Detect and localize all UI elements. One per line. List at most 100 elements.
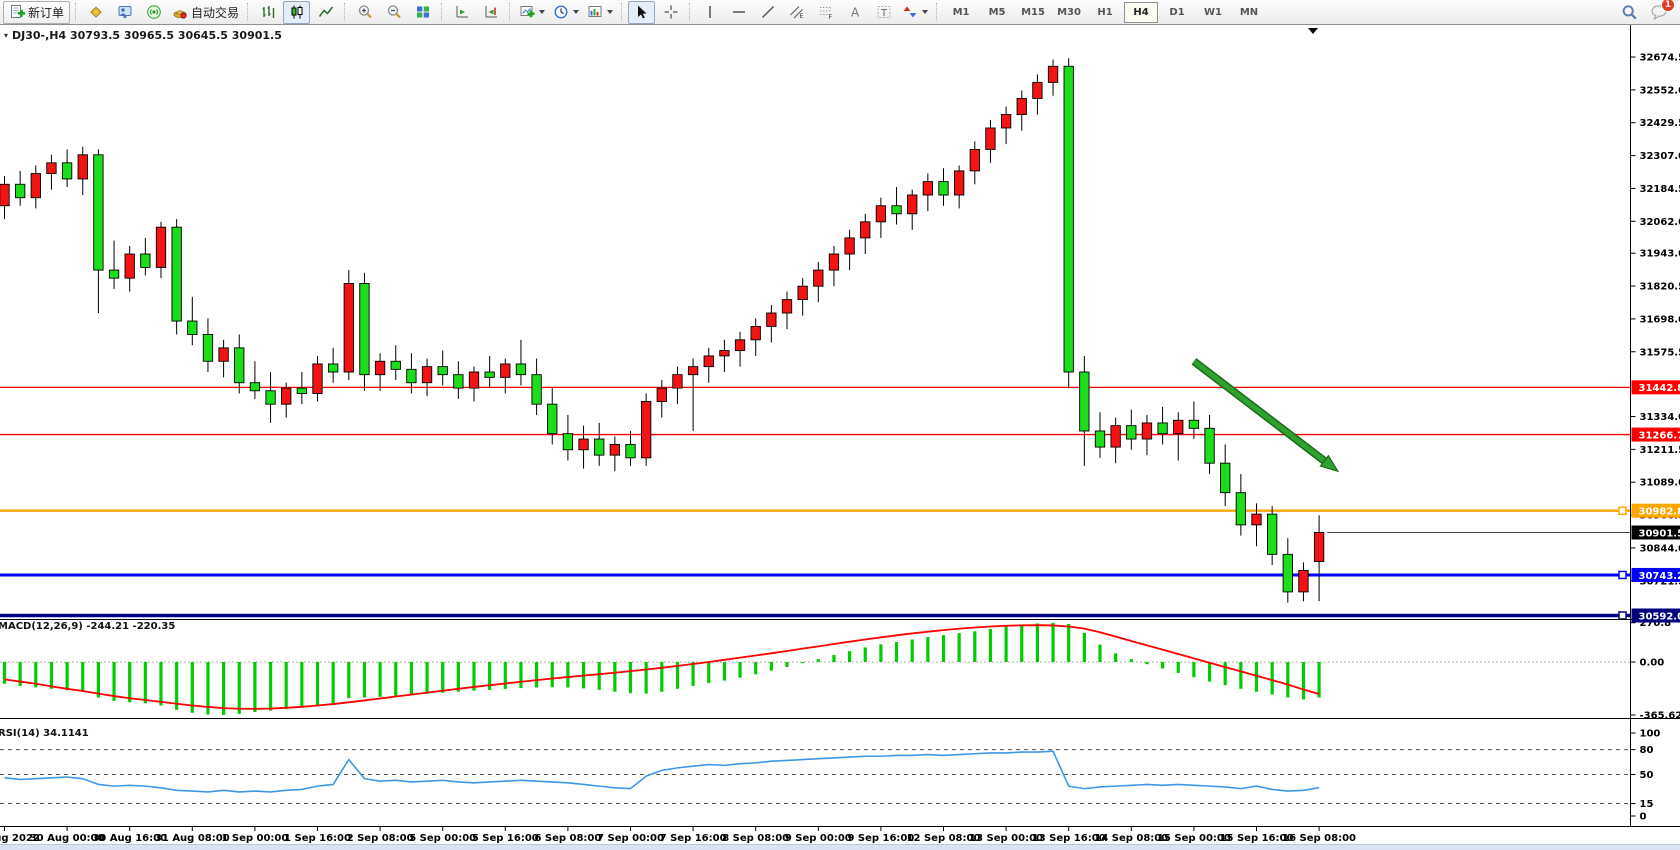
toolbar-separator [247, 3, 249, 21]
candle-body [751, 326, 760, 339]
candle-body [375, 361, 384, 374]
toolbar-separator [509, 3, 511, 21]
timeframe-m1[interactable]: M1 [944, 2, 978, 23]
scripts-button[interactable] [82, 1, 109, 24]
tile-windows-button[interactable] [409, 1, 436, 24]
candle-body [313, 364, 322, 393]
signals-button[interactable] [140, 1, 167, 24]
candle-body [720, 351, 729, 356]
zoom-out-button[interactable] [380, 1, 407, 24]
zoom-in-button[interactable] [351, 1, 378, 24]
indicators-button[interactable] [516, 1, 548, 24]
candle-body [203, 334, 212, 361]
candle-body [548, 404, 557, 433]
new-order-button[interactable]: 新订单 [3, 1, 70, 24]
notifications-button[interactable]: 1 [1645, 1, 1672, 24]
candle-body [516, 364, 525, 375]
monitor-icon [117, 4, 133, 20]
candle-body [266, 391, 275, 404]
auto-scroll-button[interactable] [448, 1, 475, 24]
candle-body [1236, 493, 1245, 525]
candle-body [704, 356, 713, 367]
candle-body [235, 348, 244, 383]
fibonacci-icon: F [818, 4, 834, 20]
autotrading-button[interactable]: 自动交易 [169, 1, 242, 24]
price-tick-label: 32184.5 [1640, 184, 1680, 195]
vertical-line-tool[interactable] [696, 1, 723, 24]
candle-body [78, 155, 87, 179]
candle-body [970, 149, 979, 170]
timeframe-mn[interactable]: MN [1232, 2, 1266, 23]
candle-body [673, 375, 682, 388]
crosshair-tool-button[interactable] [657, 1, 684, 24]
notification-badge: 1 [1661, 0, 1675, 12]
candle-body [344, 284, 353, 372]
candle-body [31, 174, 40, 198]
candle-body [250, 383, 259, 391]
candle-body [1095, 431, 1104, 447]
toolbar-separator [344, 3, 346, 21]
rsi-tick-label: 80 [1640, 745, 1654, 756]
candle-body [328, 364, 337, 372]
text-label-tool[interactable]: T [870, 1, 897, 24]
arrows-icon [902, 4, 918, 20]
hline-handle[interactable] [1619, 507, 1626, 514]
candle-body [1174, 420, 1183, 433]
text-tool[interactable]: A [841, 1, 868, 24]
candle-body [1048, 66, 1057, 82]
time-tick-label: 7 Sep 16:00 [660, 833, 727, 844]
rsi-line [5, 751, 1320, 792]
channel-tool[interactable]: E [783, 1, 810, 24]
candle-body [641, 401, 650, 457]
window-bottom-strip [0, 844, 1680, 850]
hline-handle[interactable] [1619, 571, 1626, 578]
line-chart-mode-button[interactable] [312, 1, 339, 24]
toolbar-separator [689, 3, 691, 21]
candle-body [282, 388, 291, 404]
candle-body [688, 367, 697, 375]
vertical-line-icon [702, 4, 718, 20]
toolbar-separator [75, 3, 77, 21]
fibonacci-tool[interactable]: F [812, 1, 839, 24]
chart-shift-marker[interactable] [1308, 28, 1318, 34]
market-watch-button[interactable] [111, 1, 138, 24]
arrows-tool[interactable] [899, 1, 931, 24]
price-badge-label: 31442.8 [1639, 383, 1680, 394]
candlestick-mode-button[interactable] [283, 1, 310, 24]
timeframe-w1[interactable]: W1 [1196, 2, 1230, 23]
template-icon [587, 4, 603, 20]
collapse-triangle-icon[interactable]: ▾ [4, 31, 8, 40]
chart-shift-button[interactable] [477, 1, 504, 24]
time-tick-label: 9 Sep 16:00 [847, 833, 914, 844]
new-order-label: 新订单 [28, 4, 64, 21]
timeframe-h4[interactable]: H4 [1124, 2, 1158, 23]
autotrading-label: 自动交易 [191, 4, 239, 21]
candle-body [814, 270, 823, 286]
timeframe-m5[interactable]: M5 [980, 2, 1014, 23]
candle-body [438, 367, 447, 375]
dropdown-caret [607, 10, 613, 14]
timeframe-m15[interactable]: M15 [1016, 2, 1050, 23]
periods-button[interactable] [550, 1, 582, 24]
toolbar-separator [936, 3, 938, 21]
candle-body [563, 434, 572, 450]
bar-chart-mode-button[interactable] [254, 1, 281, 24]
toolbar-separator [441, 3, 443, 21]
add-indicator-icon [519, 4, 535, 20]
price-tick-label: 32674.5 [1640, 53, 1680, 64]
cursor-tool-button[interactable] [628, 1, 655, 24]
trendline-tool[interactable] [754, 1, 781, 24]
price-badge-label: 31266.7 [1639, 430, 1680, 441]
templates-button[interactable] [584, 1, 616, 24]
horizontal-line-tool[interactable] [725, 1, 752, 24]
dropdown-caret [922, 10, 928, 14]
timeframe-m30[interactable]: M30 [1052, 2, 1086, 23]
chart-title-text: DJ30-,H4 30793.5 30965.5 30645.5 30901.5 [12, 29, 282, 42]
timeframe-h1[interactable]: H1 [1088, 2, 1122, 23]
candle-body [954, 171, 963, 195]
autotrading-icon [172, 4, 188, 20]
hline-handle[interactable] [1619, 612, 1626, 619]
search-button[interactable] [1616, 1, 1643, 24]
timeframe-d1[interactable]: D1 [1160, 2, 1194, 23]
